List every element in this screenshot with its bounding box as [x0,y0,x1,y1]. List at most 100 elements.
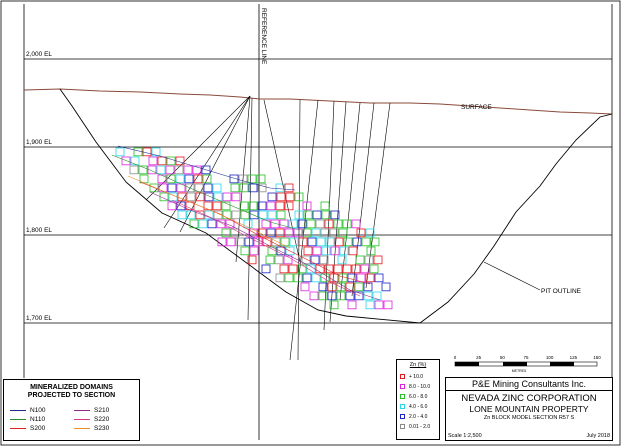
block-cell [165,165,175,175]
drill-hole-trace [351,102,375,297]
block-cell [345,282,355,292]
block-cell [320,228,330,238]
block-cell [302,201,312,211]
block-cell [365,300,375,310]
block-cell [159,192,169,202]
block-cell [343,237,353,247]
block-cell [325,237,335,247]
block-cell [222,192,232,202]
block-cell [370,237,380,247]
block-cell [327,291,337,301]
block-cell [121,156,131,166]
domains-legend-title: MINERALIZED DOMAINS PROJECTED TO SECTION [27,384,116,399]
block-cell [337,255,347,265]
block-cell [293,228,303,238]
block-cell [189,219,199,229]
drill-hole-trace [323,100,335,331]
pit-outline-leader [483,261,541,291]
domain-outlines [111,145,381,301]
block-cell [239,183,249,193]
block-cell [238,174,248,184]
block-cell [138,165,148,175]
block-cell [212,201,222,211]
scale-tick-label: 125 [570,355,578,360]
zn-legend-item: + 10.0 [400,374,423,380]
block-cell [348,246,358,256]
block-cell [166,156,176,166]
block-cell [271,237,281,247]
scale-tick-label: 50 [500,355,506,360]
block-cell [248,201,258,211]
block-cell [235,237,245,247]
block-cell [285,192,295,202]
zn-grade-legend: Zn (%) + 10.0 8.0 - 10.0 6.0 - 8.0 4.0 -… [396,359,440,440]
block-cell [330,246,340,256]
block-cell [248,183,258,193]
company-name: NEVADA ZINC CORPORATION [461,393,597,404]
block-cell [156,165,166,175]
block-cell [302,273,312,283]
zn-legend-item: 8.0 - 10.0 [400,384,430,390]
block-cell [297,219,307,229]
block-cell [158,183,168,193]
title-block: P&E Mining Consultants Inc. NEVADA ZINC … [445,377,613,441]
block-cell [334,237,344,247]
block-cell [267,192,277,202]
line-swatch-icon [10,418,26,420]
block-cell [365,228,375,238]
zn-legend-item: 2.0 - 4.0 [400,414,427,420]
block-cell [266,228,276,238]
domain-legend-item: S220 [74,416,109,423]
block-cell [303,210,313,220]
block-cell [133,147,143,157]
block-cell [324,219,334,229]
elevation-label-1700: 1,700 EL [26,315,52,322]
block-cell [226,237,236,247]
block-cell [207,219,217,229]
block-cell [275,228,285,238]
drill-hole-trace [289,99,319,361]
block-cell [256,174,266,184]
block-cell [177,210,187,220]
block-cell [347,300,357,310]
block-cell [186,192,196,202]
block-cell [288,219,298,229]
domain-legend-item: S210 [74,407,109,414]
zn-legend-item: 4.0 - 6.0 [400,404,427,410]
block-cell [276,246,286,256]
drill-hole-trace [365,102,391,289]
block-cell [342,219,352,229]
block-cell [284,183,294,193]
drill-hole-trace [235,95,251,263]
elevation-label-1900: 1,900 EL [26,139,52,146]
block-cell [275,201,285,211]
block-cell [149,183,159,193]
line-swatch-icon [10,427,26,429]
block-cell [355,255,365,265]
scale-tick-label: 75 [523,355,529,360]
block-cell [213,192,223,202]
scale-tick-label: 25 [476,355,482,360]
zn-swatch-icon [400,414,405,420]
domain-legend-item: N110 [10,416,45,423]
block-cell [240,246,250,256]
block-cell [274,255,284,265]
scale-text: Scale 1:2,500 [448,433,482,439]
block-cell [369,264,379,274]
zn-swatch-icon [400,424,405,430]
block-cell [300,282,310,292]
zn-legend-item: 0.01 - 2.0 [400,424,430,430]
pit-outline-label: PIT OUTLINE [541,288,582,295]
mineralized-domains-legend: MINERALIZED DOMAINS PROJECTED TO SECTION… [3,379,140,441]
block-cell [315,219,325,229]
block-cell [365,273,375,283]
line-swatch-icon [74,409,90,411]
reference-line-label: REFERENCE LINE [260,8,267,65]
block-cell [279,219,289,229]
block-cell [294,192,304,202]
scale-bar-unit: METRES [512,369,527,373]
block-cell [366,246,376,256]
block-cell [288,264,298,274]
section-title: Zn BLOCK MODEL SECTION R57 S [483,415,575,421]
block-cell [115,147,125,157]
